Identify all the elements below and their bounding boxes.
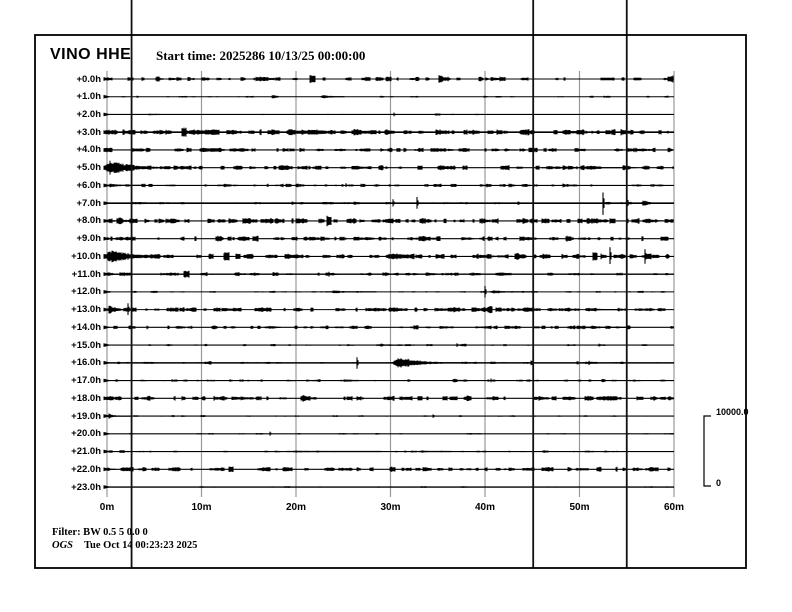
trace-hour-label: +10.0h bbox=[71, 250, 101, 262]
trace-hour-label: +5.0h bbox=[76, 162, 101, 174]
trace-hour-label: +2.0h bbox=[76, 108, 101, 120]
time-axis-label: 20m bbox=[285, 502, 306, 513]
trace-hour-label: +22.0h bbox=[71, 463, 101, 475]
trace-hour-label: +14.0h bbox=[71, 321, 101, 333]
start-time-label: Start time: 2025286 10/13/25 00:00:00 bbox=[156, 48, 366, 63]
trace-hour-label: +16.0h bbox=[71, 357, 101, 369]
trace-hour-label: +15.0h bbox=[71, 339, 101, 351]
time-axis-label: 50m bbox=[569, 502, 590, 513]
station-title: VINO HHE bbox=[50, 46, 132, 63]
trace-hour-label: +23.0h bbox=[71, 481, 101, 493]
time-axis-label: 10m bbox=[191, 502, 212, 513]
trace-hour-label: +4.0h bbox=[76, 144, 101, 156]
trace-hour-label: +12.0h bbox=[71, 286, 101, 298]
trace-hour-label: +13.0h bbox=[71, 304, 101, 316]
time-axis-label: 30m bbox=[380, 502, 401, 513]
trace-hour-label: +7.0h bbox=[76, 197, 101, 209]
scalebar-min-label: 0 bbox=[716, 478, 722, 488]
trace-hour-label: +11.0h bbox=[71, 268, 101, 280]
time-axis-label: 40m bbox=[474, 502, 495, 513]
scalebar-max-label: 10000.0 bbox=[716, 407, 749, 417]
generated-timestamp: Tue Oct 14 00:23:23 2025 bbox=[84, 540, 198, 551]
agency-label: OGS bbox=[52, 540, 74, 551]
trace-hour-label: +3.0h bbox=[76, 126, 101, 138]
trace-hour-label: +9.0h bbox=[76, 233, 101, 245]
trace-hour-label: +1.0h bbox=[76, 91, 101, 103]
trace-hour-label: +20.0h bbox=[71, 428, 101, 440]
trace-hour-label: +0.0h bbox=[76, 73, 101, 85]
trace-hour-label: +21.0h bbox=[71, 446, 101, 458]
trace-hour-label: +17.0h bbox=[71, 375, 101, 387]
filter-label: Filter: BW 0.5 5 0.0 0 bbox=[52, 527, 148, 538]
trace-hour-label: +6.0h bbox=[76, 179, 101, 191]
trace-hour-label: +18.0h bbox=[71, 392, 101, 404]
footer-line: OGS Tue Oct 14 00:23:23 2025 bbox=[52, 540, 197, 551]
trace-hour-label: +19.0h bbox=[71, 410, 101, 422]
trace-hour-label: +8.0h bbox=[76, 215, 101, 227]
time-axis-label: 60m bbox=[663, 502, 684, 513]
time-axis-label: 0m bbox=[99, 502, 115, 513]
